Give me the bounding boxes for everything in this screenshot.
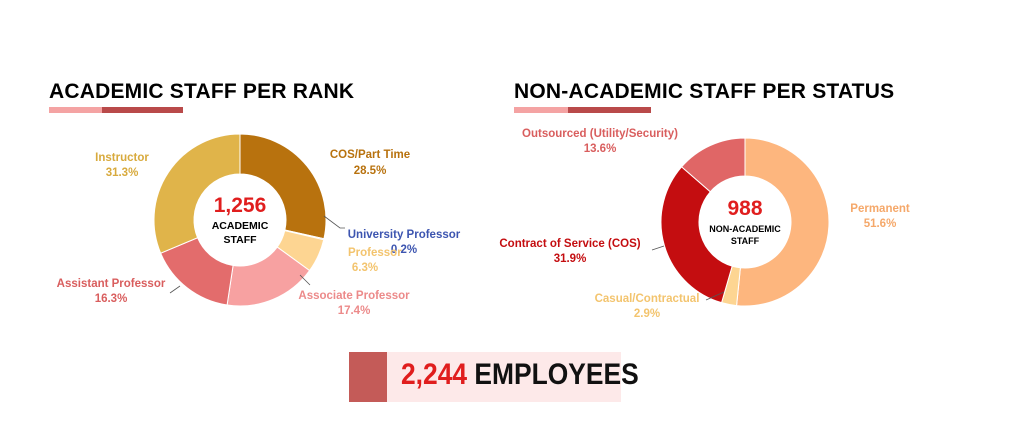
non-academic-center-label-line2: STAFF — [731, 236, 760, 246]
slice-label-assistant-professor: Assistant Professor — [57, 278, 166, 290]
academic-center-label-line1: ACADEMIC — [212, 220, 269, 232]
non-academic-title-underline-dark — [568, 107, 651, 113]
non-academic-donut-chart — [660, 137, 830, 307]
slice-contract-of-service-cos — [660, 166, 733, 304]
slice-label-professor: Professor — [348, 247, 402, 259]
slice-cos-part-time — [239, 133, 327, 240]
non-academic-center-label-line1: NON-ACADEMIC — [709, 224, 781, 234]
slice-pct-instructor: 31.3% — [106, 167, 139, 179]
academic-donut-chart — [153, 133, 327, 307]
slice-pct-cos: 31.9% — [554, 253, 587, 265]
slice-label-cos: Contract of Service (COS) — [499, 238, 640, 250]
total-accent-block — [349, 352, 387, 402]
slice-pct-casual-contractual: 2.9% — [634, 308, 660, 320]
slice-pct-professor: 6.3% — [352, 262, 378, 274]
slice-pct-outsourced: 13.6% — [584, 143, 617, 155]
non-academic-chart-title: NON-ACADEMIC STAFF PER STATUS — [514, 80, 895, 103]
academic-center-number: 1,256 — [214, 194, 267, 217]
slice-label-permanent: Permanent — [850, 203, 910, 215]
slice-label-instructor: Instructor — [95, 152, 149, 164]
slice-label-casual-contractual: Casual/Contractual — [595, 293, 700, 305]
non-academic-title-underline-light — [514, 107, 568, 113]
total-employees-text: 2,244 EMPLOYEES — [401, 358, 639, 392]
slice-instructor — [153, 133, 241, 254]
slice-outsourced-utility-security — [680, 137, 746, 193]
academic-center-label-line2: STAFF — [223, 234, 257, 246]
slice-pct-cos-part-time: 28.5% — [354, 165, 387, 177]
academic-chart-title: ACADEMIC STAFF PER RANK — [49, 80, 355, 103]
total-employees-banner: 2,244 EMPLOYEES — [349, 352, 639, 402]
slice-label-cos-part-time: COS/Part Time — [330, 149, 410, 161]
slice-pct-permanent: 51.6% — [864, 218, 897, 230]
total-employees-word: EMPLOYEES — [474, 358, 639, 391]
slice-label-university-professor: University Professor — [348, 229, 461, 241]
slice-pct-assistant-professor: 16.3% — [95, 293, 128, 305]
academic-title-underline-light — [49, 107, 102, 113]
leader-lines — [169, 215, 725, 301]
slice-pct-university-professor: 0.2% — [391, 244, 417, 256]
academic-title-underline-dark — [102, 107, 183, 113]
slice-permanent — [736, 137, 830, 307]
slice-pct-associate-professor: 17.4% — [338, 305, 371, 317]
non-academic-center-number: 988 — [727, 197, 762, 220]
slice-label-outsourced: Outsourced (Utility/Security) — [522, 128, 678, 140]
total-employees-number: 2,244 — [401, 358, 468, 391]
slice-label-associate-professor: Associate Professor — [298, 290, 410, 302]
